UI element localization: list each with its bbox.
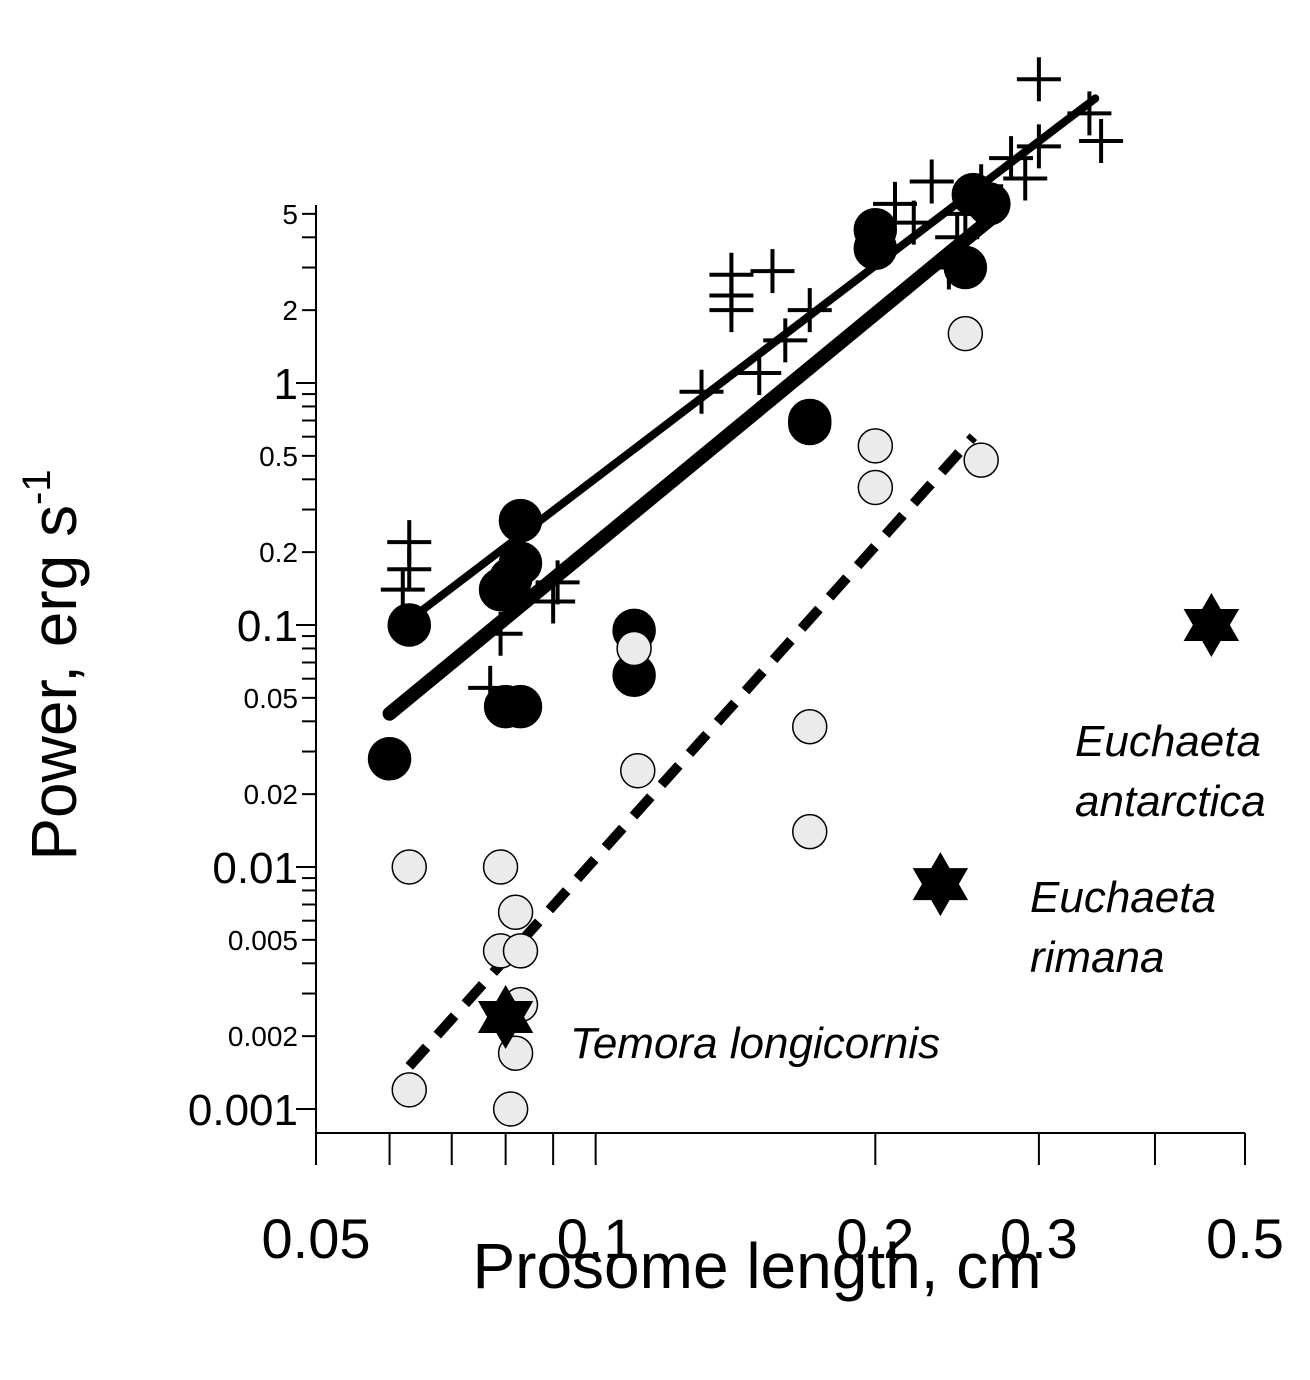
fit-line bbox=[398, 94, 1100, 629]
plus-marker bbox=[1016, 124, 1061, 169]
y-axis-title-superscript: -1 bbox=[15, 469, 59, 505]
plus-marker bbox=[387, 547, 432, 592]
y-tick-label: 0.05 bbox=[244, 683, 299, 714]
data-points bbox=[367, 57, 1240, 1127]
grey-circle-marker bbox=[482, 849, 519, 885]
annotation-euchaeta-rimana-line2: rimana bbox=[1030, 933, 1165, 982]
grey-circle-marker bbox=[857, 428, 894, 464]
fit-line bbox=[382, 213, 996, 721]
y-axis-title: Power, erg s-1 bbox=[15, 469, 90, 860]
grey-circle-marker bbox=[502, 933, 539, 969]
plus-marker bbox=[891, 200, 936, 245]
plus-marker bbox=[763, 318, 808, 363]
plus-marker bbox=[535, 560, 580, 605]
x-tick-label: 0.5 bbox=[1206, 1207, 1284, 1270]
plus-marker bbox=[709, 288, 754, 333]
y-tick-label: 0.2 bbox=[259, 537, 298, 568]
grey-circle-marker bbox=[791, 708, 828, 745]
grey-circle-marker bbox=[857, 469, 894, 506]
plus-marker bbox=[478, 611, 523, 656]
annotation-euchaeta-antarctica-line2: antarctica bbox=[1075, 777, 1266, 826]
plus-marker bbox=[1067, 91, 1112, 136]
grey-circle-marker bbox=[963, 442, 999, 478]
black-circle-marker bbox=[498, 498, 543, 543]
species-star-marker bbox=[912, 852, 969, 917]
grey-circle-marker bbox=[391, 1072, 427, 1108]
x-axis-title: Prosome length, cm bbox=[472, 1230, 1041, 1302]
y-tick-label: 0.01 bbox=[212, 844, 298, 893]
species-star-marker bbox=[1183, 593, 1240, 657]
y-tick-label: 0.005 bbox=[228, 925, 298, 956]
grey-circle-marker bbox=[497, 894, 534, 931]
black-circle-marker bbox=[853, 207, 898, 252]
plus-marker bbox=[1003, 156, 1048, 201]
y-tick-label: 0.5 bbox=[259, 441, 298, 472]
fit-line bbox=[405, 433, 978, 1070]
x-tick-label: 0.3 bbox=[1000, 1207, 1078, 1270]
annotation-temora-longicornis: Temora longicornis bbox=[570, 1019, 940, 1068]
black-circle-marker bbox=[943, 245, 988, 290]
x-axis: 0.05 0.1 0.2 0.3 0.5 bbox=[262, 1132, 1284, 1270]
y-tick-label: 2 bbox=[282, 295, 298, 326]
y-tick-label: 0.001 bbox=[188, 1086, 298, 1135]
plus-marker bbox=[787, 288, 832, 333]
y-tick-label: 0.02 bbox=[244, 779, 299, 810]
y-tick-label: 0.1 bbox=[237, 602, 298, 651]
black-circle-marker bbox=[967, 182, 1011, 226]
grey-circle-marker bbox=[947, 315, 984, 352]
black-circle-marker bbox=[787, 401, 832, 446]
plus-marker bbox=[1016, 57, 1061, 102]
grey-circle-marker bbox=[492, 1091, 529, 1127]
plus-marker bbox=[679, 369, 724, 414]
plus-marker bbox=[737, 350, 782, 395]
annotation-euchaeta-rimana-line1: Euchaeta bbox=[1030, 873, 1216, 922]
plus-marker bbox=[750, 249, 795, 294]
y-tick-label: 5 bbox=[282, 199, 298, 230]
plus-marker bbox=[909, 159, 954, 204]
species-star-marker bbox=[477, 985, 534, 1049]
black-circle-marker bbox=[498, 684, 543, 729]
x-tick-label: 0.2 bbox=[836, 1207, 914, 1270]
y-axis-title-main: Power, erg s bbox=[18, 505, 90, 861]
annotation-euchaeta-antarctica-line1: Euchaeta bbox=[1075, 717, 1261, 766]
black-circle-marker bbox=[387, 603, 431, 647]
plus-marker bbox=[1079, 119, 1124, 163]
plus-marker bbox=[872, 181, 917, 226]
y-axis: 5 2 1 0.5 0.2 0.1 0.05 0.02 0.01 0.005 0.002 0.001 bbox=[188, 199, 317, 1135]
plus-marker bbox=[531, 579, 576, 624]
y-tick-label: 0.002 bbox=[228, 1021, 298, 1052]
grey-circle-marker bbox=[791, 813, 828, 850]
y-tick-label: 1 bbox=[274, 360, 298, 409]
x-tick-label: 0.05 bbox=[262, 1207, 371, 1270]
black-circle-marker bbox=[498, 541, 543, 585]
black-circle-marker bbox=[367, 737, 412, 781]
grey-circle-marker bbox=[391, 849, 427, 885]
x-tick-label: 0.1 bbox=[557, 1207, 635, 1270]
grey-circle-marker bbox=[620, 752, 656, 789]
grey-circle-marker bbox=[616, 630, 652, 667]
